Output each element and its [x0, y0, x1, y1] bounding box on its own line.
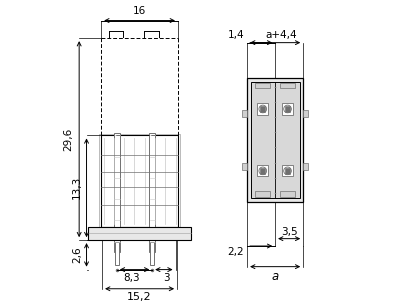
Text: 3: 3: [164, 273, 170, 282]
Polygon shape: [257, 103, 268, 115]
Polygon shape: [251, 81, 300, 198]
Polygon shape: [280, 83, 295, 88]
Polygon shape: [256, 83, 270, 88]
Polygon shape: [285, 106, 290, 112]
Polygon shape: [260, 106, 266, 112]
Polygon shape: [303, 110, 308, 117]
Polygon shape: [303, 163, 308, 170]
Circle shape: [259, 105, 267, 113]
Text: 1,4: 1,4: [228, 30, 244, 40]
Polygon shape: [285, 168, 290, 174]
Polygon shape: [242, 163, 247, 170]
Text: a: a: [272, 270, 279, 283]
Polygon shape: [88, 227, 191, 240]
Polygon shape: [260, 168, 266, 174]
Text: 16: 16: [133, 6, 146, 16]
Polygon shape: [115, 242, 119, 265]
Text: 2,6: 2,6: [72, 247, 82, 263]
Text: 13,3: 13,3: [72, 176, 82, 199]
Circle shape: [259, 167, 267, 175]
Polygon shape: [247, 78, 303, 202]
Text: 2,2: 2,2: [228, 247, 244, 257]
Polygon shape: [150, 242, 154, 265]
Polygon shape: [282, 165, 293, 176]
Polygon shape: [149, 133, 156, 252]
Circle shape: [284, 167, 291, 175]
Polygon shape: [114, 133, 120, 252]
Text: 8,3: 8,3: [123, 273, 140, 282]
Polygon shape: [256, 192, 270, 197]
Text: 15,2: 15,2: [127, 292, 152, 302]
Text: 3,5: 3,5: [281, 227, 298, 237]
Polygon shape: [257, 165, 268, 176]
Circle shape: [284, 105, 291, 113]
Text: 29,6: 29,6: [63, 128, 73, 151]
Polygon shape: [280, 192, 295, 197]
Polygon shape: [282, 103, 293, 115]
Polygon shape: [242, 110, 247, 117]
Text: a+4,4: a+4,4: [265, 30, 297, 40]
